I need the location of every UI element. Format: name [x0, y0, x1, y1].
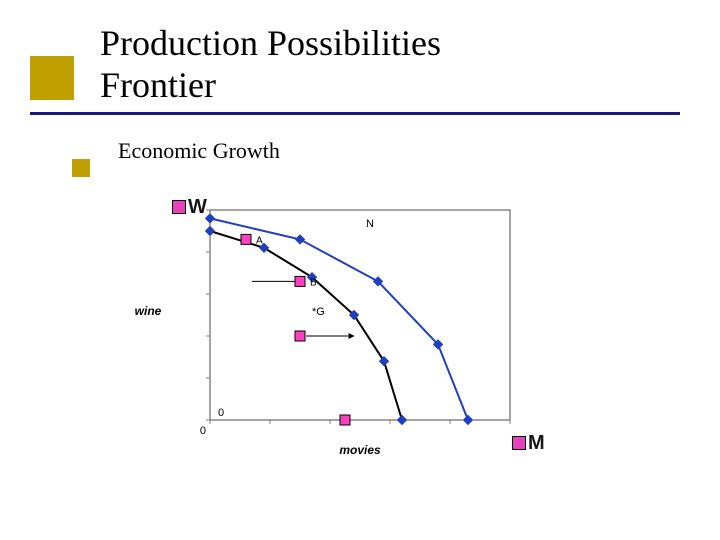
svg-text:movies: movies	[339, 443, 381, 457]
slide-title-line2: Frontier	[100, 64, 216, 106]
svg-text:0: 0	[218, 407, 224, 419]
ppf-chart-svg: 00 movies wine A B N *G	[130, 200, 530, 460]
slide-subtitle: Economic Growth	[118, 138, 280, 164]
accent-square-large	[30, 56, 74, 100]
svg-text:N: N	[366, 218, 374, 230]
svg-text:A: A	[256, 235, 263, 246]
axis-label-m: M	[528, 432, 545, 455]
title-underline	[30, 112, 680, 115]
svg-text:*G: *G	[312, 306, 325, 318]
ppf-chart: 00 movies wine A B N *G	[130, 200, 530, 460]
svg-text:0: 0	[200, 425, 206, 437]
slide-title-line1: Production Possibilities	[100, 22, 441, 64]
slide: Production Possibilities Frontier Econom…	[0, 0, 720, 540]
accent-square-small	[72, 159, 90, 177]
svg-text:B: B	[310, 277, 317, 288]
svg-text:wine: wine	[135, 304, 162, 318]
